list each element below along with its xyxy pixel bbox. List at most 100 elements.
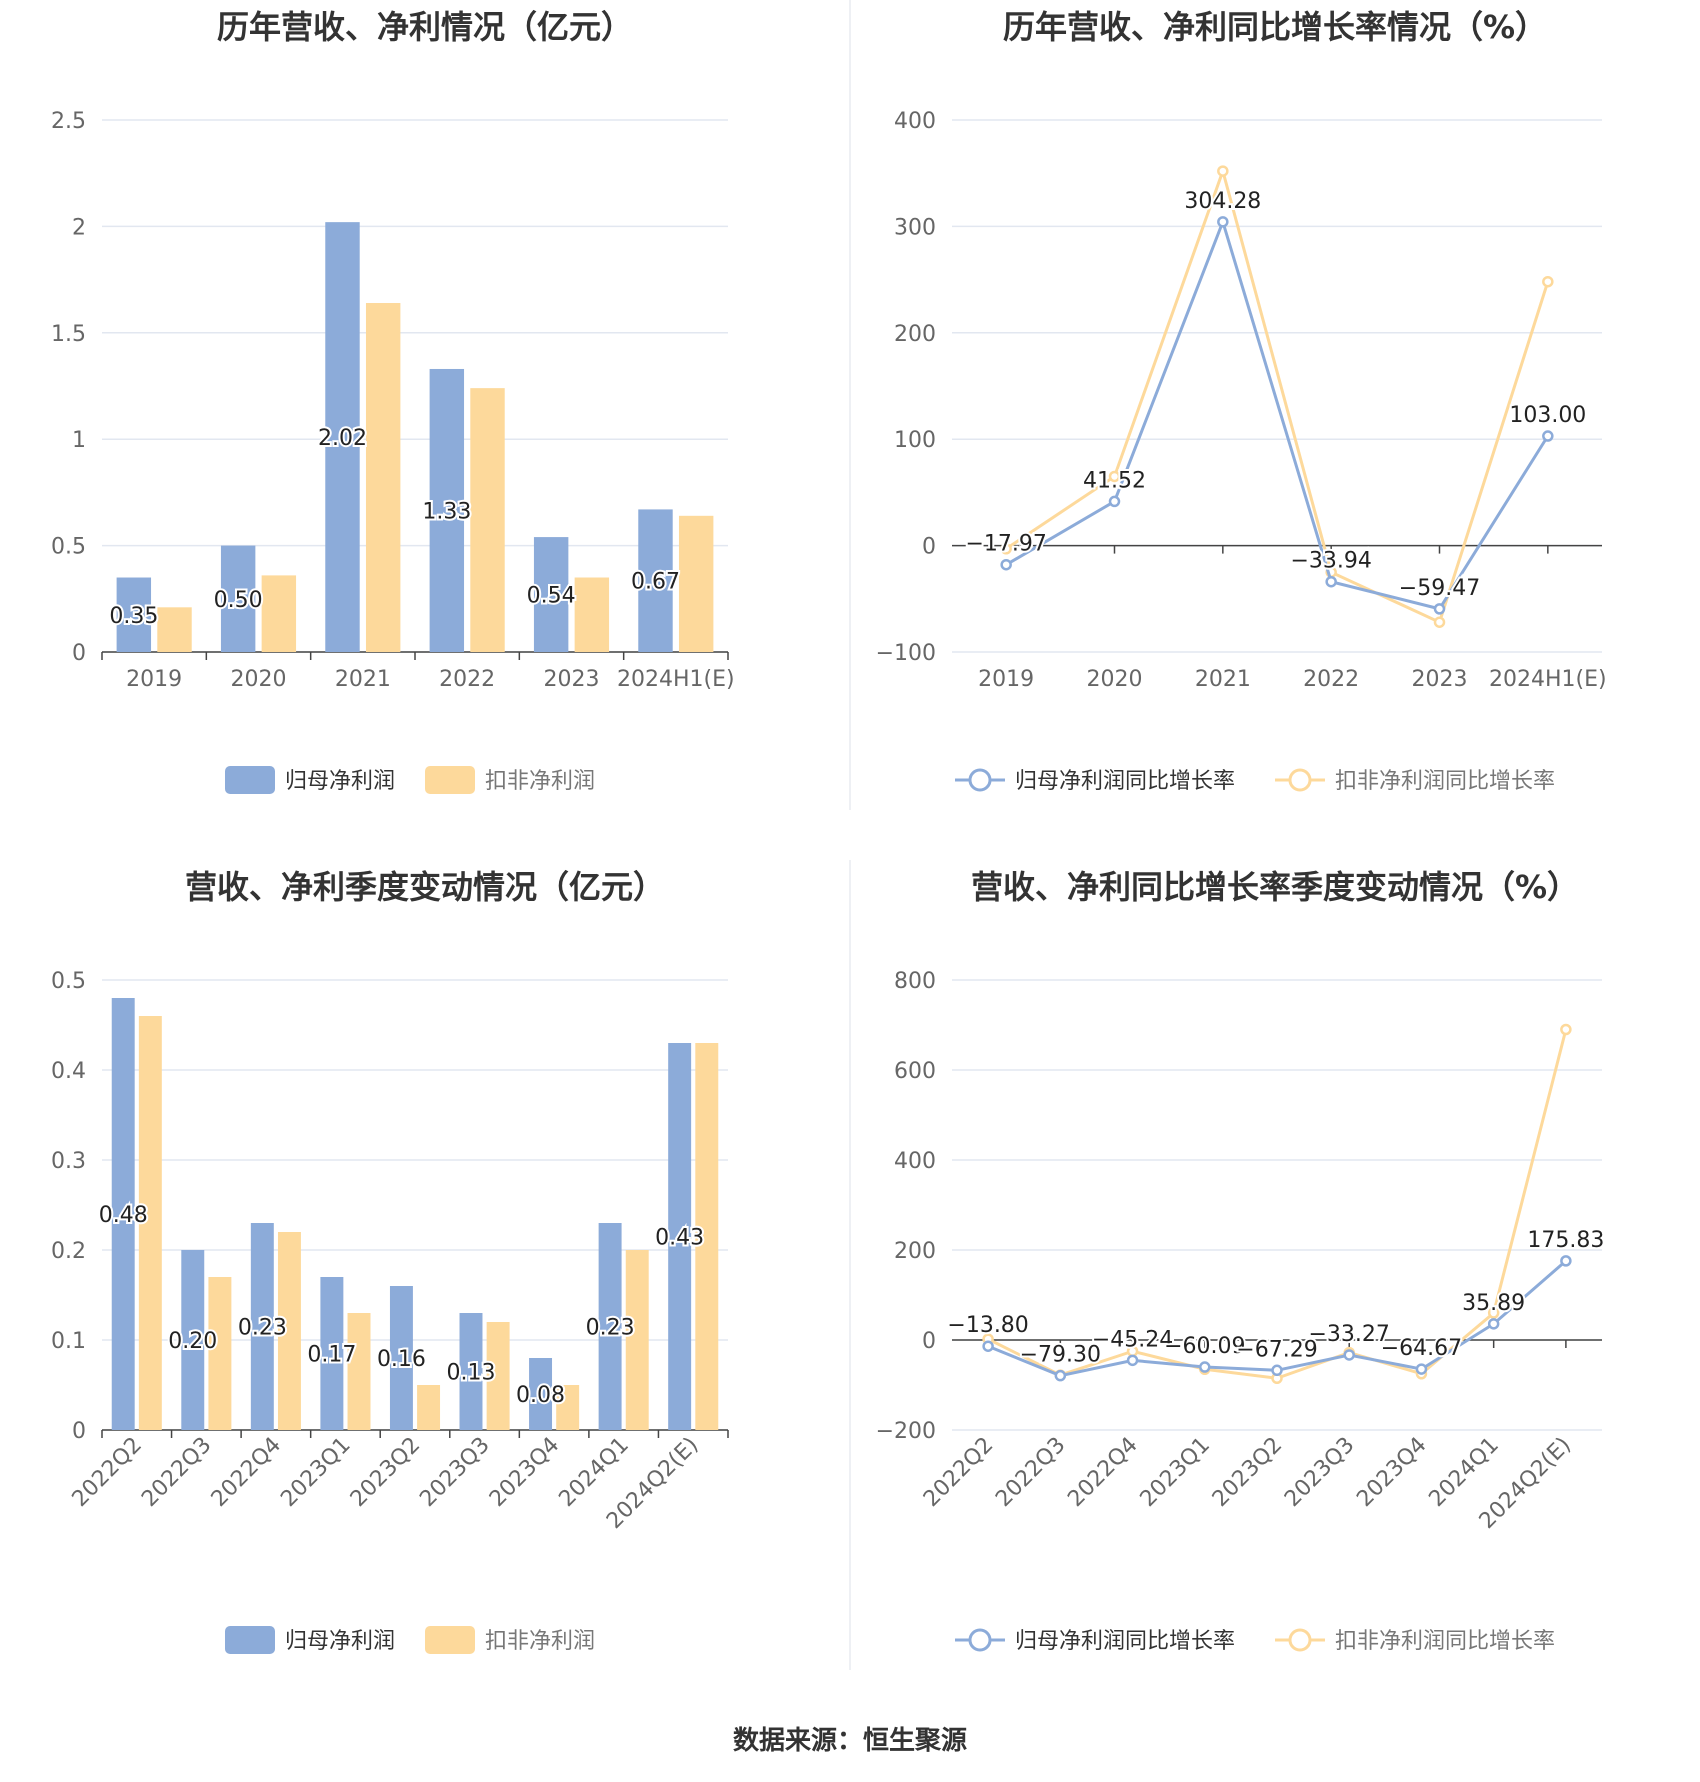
x-tick-label: 2022Q4	[207, 1433, 286, 1512]
legend-swatch	[225, 766, 275, 794]
quarterly-profit-bar-chart: 营收、净利季度变动情况（亿元）00.10.20.30.40.52022Q2202…	[51, 868, 729, 1654]
data-label: 0.16	[377, 1347, 426, 1372]
data-point	[1487, 1318, 1500, 1330]
chart-panel-quarterly-profit: 营收、净利季度变动情况（亿元） 0 0.1 0.2 0.3 0.4 0.5 2022Q2 202…	[0, 860, 850, 1710]
series-line-deducted-growth	[987, 1029, 1568, 1380]
bar-parent-net-profit	[389, 1286, 413, 1430]
x-tick-label: 2019	[126, 667, 182, 692]
x-tick-label: 2022Q3	[991, 1433, 1070, 1512]
y-tick-label: 0	[922, 1329, 936, 1354]
y-tick-label: 800	[894, 969, 936, 994]
data-label: 0.13	[447, 1361, 496, 1386]
y-tick-label: 600	[894, 1059, 936, 1084]
chart-panel-annual-profit: 历年营收、净利情况（亿元） 0 0.5 1 1.5 2 2.5 2019 2020 2021 202…	[0, 0, 850, 850]
legend-swatch-marker	[968, 768, 992, 792]
data-label: −67.29	[1236, 1337, 1317, 1362]
x-tick-label: 2021	[1195, 667, 1251, 692]
legend-swatch	[425, 766, 475, 794]
legend-swatch	[225, 1626, 275, 1654]
data-point	[1433, 616, 1446, 628]
data-label: 0.50	[214, 588, 263, 613]
legend-swatch-marker	[968, 1628, 992, 1652]
x-tick-label: 2022Q2	[68, 1433, 147, 1512]
data-point	[1415, 1363, 1428, 1375]
chart-title: 历年营收、净利情况（亿元）	[217, 8, 633, 46]
data-label: −33.27	[1309, 1322, 1390, 1347]
annual-growth-line-chart: 历年营收、净利同比增长率情况（%） −100 0 100 200 300 400 2019 20…	[876, 8, 1607, 794]
data-label: 0.48	[99, 1203, 148, 1228]
vertical-divider-top	[849, 0, 851, 810]
legend-label: 归母净利润同比增长率	[1015, 1629, 1235, 1654]
x-tick-label: 2023Q2	[1208, 1433, 1287, 1512]
data-point	[1560, 1023, 1572, 1036]
data-point	[1542, 430, 1554, 442]
y-tick-label: 0.5	[51, 535, 86, 560]
data-point	[1542, 275, 1554, 288]
y-tick-label: 1	[72, 428, 86, 453]
legend-label: 扣非净利润同比增长率	[1335, 769, 1555, 794]
y-tick-label: 1.5	[51, 322, 86, 347]
data-label: 0.67	[631, 570, 680, 595]
x-tick-label: 2020	[1087, 667, 1143, 692]
x-tick-label: 2023	[544, 667, 600, 692]
data-point	[1271, 1364, 1283, 1377]
y-tick-label: 100	[894, 428, 936, 453]
legend-swatch-marker	[1288, 1628, 1312, 1652]
data-label: 2.02	[318, 426, 367, 451]
bar-deducted-net-profit	[157, 607, 192, 652]
data-point	[1126, 1354, 1139, 1367]
bar-deducted-net-profit	[486, 1322, 510, 1430]
x-tick-label: 2022	[439, 667, 495, 692]
y-tick-label: 400	[894, 109, 936, 134]
bar-deducted-net-profit	[625, 1250, 649, 1430]
x-tick-label: 2022Q2	[919, 1433, 998, 1512]
y-tick-label: 400	[894, 1149, 936, 1174]
data-label: 304.28	[1184, 189, 1261, 214]
data-point	[982, 1340, 994, 1352]
bar-deducted-net-profit	[574, 577, 610, 652]
bar-parent-net-profit	[220, 545, 256, 652]
bar-parent-net-profit	[116, 577, 152, 652]
legend-label: 归母净利润	[285, 769, 395, 794]
data-point	[1217, 165, 1229, 177]
data-label: 0.20	[168, 1329, 217, 1354]
quarterly-growth-line-chart: 营收、净利同比增长率季度变动情况（%） −200 0 200 400 600 800 2022…	[876, 868, 1607, 1654]
data-label: −79.30	[1020, 1343, 1101, 1368]
data-label: 0.23	[586, 1316, 635, 1341]
data-point	[1487, 1307, 1500, 1319]
legend-label: 扣非净利润同比增长率	[1335, 1629, 1555, 1654]
data-point	[1343, 1349, 1355, 1361]
y-tick-label: 0	[72, 1419, 86, 1444]
data-label: 175.83	[1527, 1228, 1604, 1253]
data-label: 0.17	[307, 1343, 356, 1368]
x-tick-label: 2022	[1303, 667, 1359, 692]
data-label: 41.52	[1083, 468, 1146, 493]
bar-deducted-net-profit	[678, 515, 714, 652]
y-tick-label: 2.5	[51, 109, 86, 134]
x-tick-label: 2023Q4	[485, 1433, 564, 1512]
x-tick-label: 2024H1(E)	[617, 667, 735, 692]
data-point	[1199, 1361, 1211, 1373]
vertical-divider-bottom	[849, 860, 851, 1670]
y-tick-label: 200	[894, 1239, 936, 1264]
x-tick-label: 2019	[978, 667, 1034, 692]
bar-deducted-net-profit	[277, 1232, 301, 1430]
y-tick-label: 200	[894, 322, 936, 347]
data-point	[1560, 1255, 1572, 1267]
bar-deducted-net-profit	[138, 1016, 162, 1430]
y-tick-label: −200	[876, 1419, 936, 1444]
legend-label: 归母净利润	[285, 1629, 395, 1654]
bar-deducted-net-profit	[470, 388, 505, 652]
data-label: 35.89	[1462, 1291, 1525, 1316]
legend-swatch	[425, 1626, 475, 1654]
data-label: −17.97	[965, 532, 1046, 557]
data-source-note: 数据来源：恒生聚源	[732, 1726, 967, 1756]
y-tick-label: 0.2	[51, 1239, 86, 1264]
bar-deducted-net-profit	[556, 1385, 580, 1430]
bar-parent-net-profit	[459, 1313, 483, 1430]
y-tick-label: 300	[894, 215, 936, 240]
data-label: 103.00	[1509, 403, 1586, 428]
bar-parent-net-profit	[181, 1250, 205, 1430]
chart-title: 营收、净利同比增长率季度变动情况（%）	[971, 868, 1579, 906]
x-tick-label: 2023Q1	[1136, 1433, 1215, 1512]
